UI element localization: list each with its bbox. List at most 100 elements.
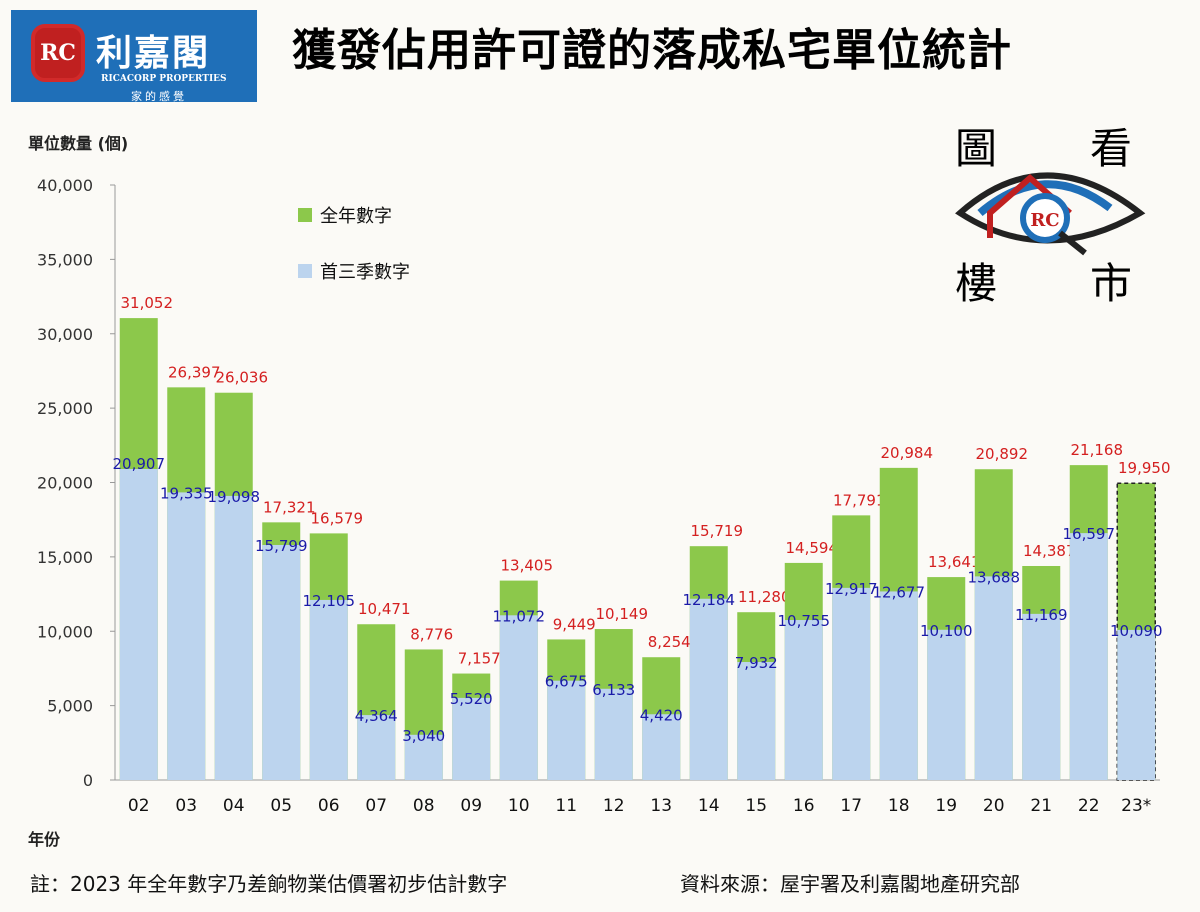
bar-first-three-quarters bbox=[214, 495, 253, 780]
bar-first-three-quarters bbox=[1069, 533, 1108, 780]
bar-first-three-quarters bbox=[547, 680, 586, 780]
x-tick-label: 15 bbox=[745, 796, 767, 816]
x-tick-label: 19 bbox=[935, 796, 957, 816]
logo-name-cn: 利嘉閣 bbox=[96, 32, 211, 74]
bar-first-three-quarters bbox=[1022, 613, 1061, 780]
data-label-full-year: 26,397 bbox=[168, 363, 221, 381]
bar-first-three-quarters bbox=[879, 591, 918, 780]
bar-first-three-quarters bbox=[119, 469, 158, 780]
y-tick-label: 15,000 bbox=[37, 548, 93, 567]
bar-first-three-quarters bbox=[689, 598, 728, 780]
bar-first-three-quarters bbox=[832, 587, 871, 780]
data-label-full-year: 9,449 bbox=[553, 615, 596, 633]
bar-first-three-quarters bbox=[642, 714, 681, 780]
data-label-full-year: 10,471 bbox=[358, 600, 411, 618]
bar-first-three-quarters bbox=[262, 544, 301, 780]
x-tick-label: 03 bbox=[175, 796, 197, 816]
data-label-full-year: 16,579 bbox=[311, 509, 364, 527]
data-label-full-year: 15,719 bbox=[691, 522, 744, 540]
x-tick-label: 08 bbox=[413, 796, 435, 816]
data-label-first-three-quarters: 19,335 bbox=[160, 484, 213, 502]
chart-title: 獲發佔用許可證的落成私宅單位統計 bbox=[292, 25, 1012, 76]
data-label-first-three-quarters: 10,090 bbox=[1110, 622, 1163, 640]
bar-first-three-quarters bbox=[784, 620, 823, 780]
data-label-first-three-quarters: 5,520 bbox=[450, 690, 493, 708]
data-label-full-year: 31,052 bbox=[121, 294, 174, 312]
data-label-full-year: 10,149 bbox=[596, 605, 649, 623]
x-tick-label: 02 bbox=[128, 796, 150, 816]
data-label-first-three-quarters: 4,420 bbox=[640, 706, 683, 724]
legend-label-full-year: 全年數字 bbox=[320, 206, 392, 227]
badge-char: 看 bbox=[1090, 124, 1132, 173]
data-label-first-three-quarters: 16,597 bbox=[1063, 525, 1116, 543]
bar-first-three-quarters bbox=[927, 629, 966, 780]
x-tick-label: 21 bbox=[1030, 796, 1052, 816]
y-tick-label: 30,000 bbox=[37, 325, 93, 344]
data-label-first-three-quarters: 13,688 bbox=[968, 568, 1021, 586]
data-label-first-three-quarters: 4,364 bbox=[355, 707, 398, 725]
svg-text:RC: RC bbox=[1030, 210, 1059, 231]
badge-char: 圖 bbox=[955, 124, 997, 173]
bar-first-three-quarters bbox=[737, 662, 776, 780]
x-tick-label: 05 bbox=[270, 796, 292, 816]
data-label-first-three-quarters: 12,917 bbox=[825, 580, 878, 598]
y-tick-label: 35,000 bbox=[37, 250, 93, 269]
x-tick-label: 20 bbox=[983, 796, 1005, 816]
ricacorp-logo: RC 利嘉閣 RICACORP PROPERTIES 家的感覺 bbox=[11, 10, 257, 103]
rc-logo-mark: RC bbox=[31, 24, 85, 82]
data-label-full-year: 19,950 bbox=[1118, 459, 1171, 477]
footnote: 註：2023 年全年數字乃差餉物業估價署初步估計數字 bbox=[30, 872, 508, 896]
legend-swatch-full-year bbox=[298, 208, 312, 222]
data-label-full-year: 7,157 bbox=[458, 650, 501, 668]
badge-char: 市 bbox=[1090, 259, 1132, 308]
data-label-first-three-quarters: 19,098 bbox=[208, 488, 261, 506]
x-tick-label: 10 bbox=[508, 796, 530, 816]
data-label-first-three-quarters: 20,907 bbox=[113, 455, 166, 473]
y-tick-label: 0 bbox=[83, 771, 93, 790]
data-label-first-three-quarters: 3,040 bbox=[402, 727, 445, 745]
x-tick-label: 04 bbox=[223, 796, 245, 816]
data-label-first-three-quarters: 11,072 bbox=[493, 607, 546, 625]
y-tick-label: 10,000 bbox=[37, 622, 93, 641]
x-tick-label: 23* bbox=[1121, 796, 1151, 816]
data-label-full-year: 26,036 bbox=[216, 369, 269, 387]
x-tick-label: 14 bbox=[698, 796, 720, 816]
data-label-first-three-quarters: 10,755 bbox=[778, 612, 831, 630]
bar-first-three-quarters bbox=[404, 734, 443, 780]
x-tick-label: 06 bbox=[318, 796, 340, 816]
data-label-first-three-quarters: 15,799 bbox=[255, 537, 308, 555]
x-tick-label: 22 bbox=[1078, 796, 1100, 816]
x-tick-label: 11 bbox=[555, 796, 577, 816]
data-label-first-three-quarters: 11,169 bbox=[1015, 606, 1068, 624]
x-axis-label: 年份 bbox=[28, 830, 61, 849]
data-label-full-year: 13,405 bbox=[501, 557, 554, 575]
data-label-first-three-quarters: 6,133 bbox=[592, 681, 635, 699]
x-tick-label: 07 bbox=[365, 796, 387, 816]
data-label-first-three-quarters: 10,100 bbox=[920, 622, 973, 640]
data-label-full-year: 21,168 bbox=[1071, 441, 1124, 459]
y-tick-label: 25,000 bbox=[37, 399, 93, 418]
data-label-full-year: 20,984 bbox=[881, 444, 934, 462]
bar-first-three-quarters bbox=[357, 715, 396, 780]
y-tick-label: 20,000 bbox=[37, 474, 93, 493]
data-label-full-year: 8,254 bbox=[648, 633, 691, 651]
x-tick-label: 17 bbox=[840, 796, 862, 816]
bar-chart: 0 5,000 10,000 15,000 20,000 25,000 30,000 35,0… bbox=[37, 176, 1171, 816]
data-label-full-year: 17,791 bbox=[833, 491, 886, 509]
bar-first-three-quarters bbox=[167, 492, 206, 780]
data-label-first-three-quarters: 12,184 bbox=[683, 591, 736, 609]
data-label-full-year: 17,321 bbox=[263, 498, 316, 516]
bar-first-three-quarters bbox=[452, 697, 491, 780]
logo-name-en: RICACORP PROPERTIES bbox=[101, 74, 227, 84]
data-source: 資料來源：屋宇署及利嘉閣地產研究部 bbox=[680, 872, 1020, 896]
x-tick-label: 16 bbox=[793, 796, 815, 816]
x-tick-label: 13 bbox=[650, 796, 672, 816]
bar-first-three-quarters bbox=[974, 576, 1013, 780]
data-label-full-year: 20,892 bbox=[976, 445, 1029, 463]
bar-first-three-quarters bbox=[1117, 629, 1156, 780]
x-tick-label: 18 bbox=[888, 796, 910, 816]
data-label-full-year: 8,776 bbox=[410, 625, 453, 643]
data-label-first-three-quarters: 12,105 bbox=[303, 592, 356, 610]
bar-first-three-quarters bbox=[594, 688, 633, 780]
